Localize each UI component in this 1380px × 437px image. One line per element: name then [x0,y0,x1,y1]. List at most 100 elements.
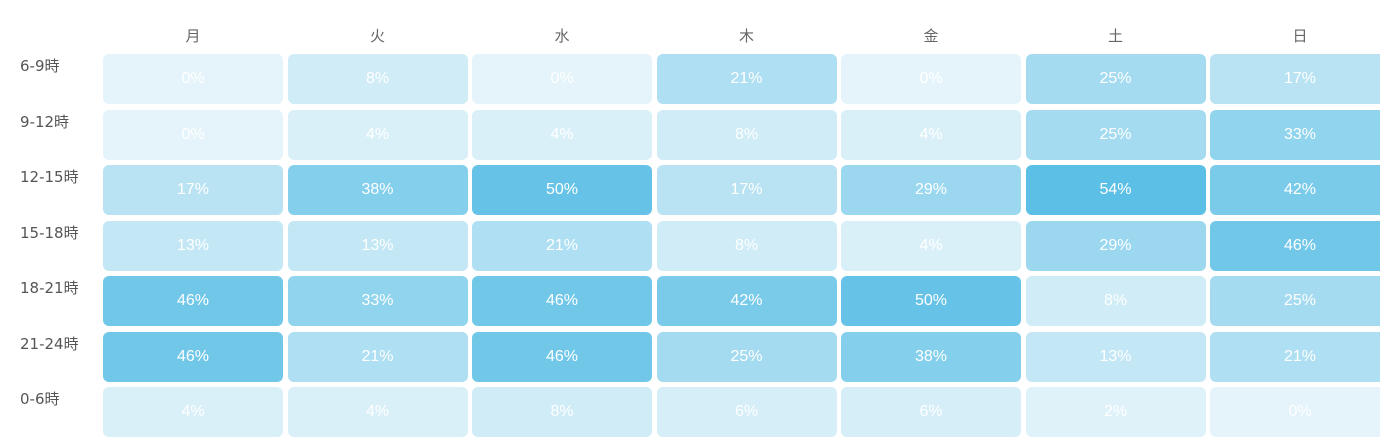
heatmap-cell: 13% [287,220,468,271]
cell-value-label: 21% [730,70,763,87]
heatmap-cell: 8% [656,109,837,160]
heatmap-cell: 4% [472,109,652,160]
heatmap-cell: 21% [656,54,837,104]
heatmap-cell: 17% [103,165,283,215]
heatmap-cell: 8% [1025,276,1206,326]
cell-value-label: 0% [181,125,205,143]
row-label: 15-18時 [20,223,79,242]
cell-value-label: 0% [919,70,943,87]
heatmap-cell: 42% [1210,165,1380,215]
cell-value-label: 0% [550,70,574,87]
heatmap-cell: 17% [1210,54,1380,104]
heatmap-cell: 4% [287,109,468,160]
column-label: 月 [185,27,201,45]
cell-value-label: 0% [181,70,205,87]
cell-value-label: 4% [365,125,390,143]
row-label: 0-6時 [20,390,60,408]
cell-value-label: 17% [730,181,763,198]
heatmap-cell: 0% [472,54,652,104]
cell-value-label: 4% [365,403,390,420]
cell-value-label: 6% [734,403,759,420]
heatmap-cell: 25% [1210,276,1380,326]
row-label: 18-21時 [20,279,79,297]
heatmap-cell: 13% [103,220,283,271]
cell-value-label: 46% [1283,236,1317,254]
column-label: 水 [554,27,570,45]
row-label: 12-15時 [20,168,79,186]
row-label: 9-12時 [20,112,70,131]
heatmap-cell: 21% [287,331,468,382]
cell-value-label: 2% [1103,403,1128,420]
cell-value-label: 13% [361,236,394,254]
heatmap-cell: 6% [656,387,837,437]
heatmap-cell: 2% [1025,387,1206,437]
heatmap-cell: 4% [841,109,1021,160]
heatmap-cell: 50% [472,165,652,215]
cell-value-label: 38% [361,181,394,198]
cell-value-label: 42% [1283,181,1317,198]
heatmap-cell: 33% [1210,109,1380,160]
heatmap-cell: 0% [103,54,283,104]
cell-value-label: 25% [1099,70,1132,87]
cell-value-label: 4% [919,236,943,254]
cell-value-label: 13% [176,236,210,254]
heatmap-cell: 29% [841,165,1021,215]
heatmap-cell: 38% [841,331,1021,382]
cell-value-label: 25% [1283,292,1317,309]
cell-value-label: 46% [176,292,210,309]
heatmap-cell: 42% [656,276,837,326]
cell-value-label: 17% [176,181,210,198]
cell-value-label: 4% [919,125,943,143]
heatmap-cell: 13% [1025,331,1206,382]
row-label: 21-24時 [20,334,79,353]
heatmap-cell: 50% [841,276,1021,326]
row-label: 6-9時 [20,57,60,75]
heatmap-cell: 29% [1025,220,1206,271]
heatmap-cell: 8% [287,54,468,104]
cell-value-label: 46% [545,292,579,309]
column-label: 金 [923,27,939,45]
heatmap-cell: 4% [841,220,1021,271]
column-label: 木 [738,27,754,45]
cell-value-label: 8% [1103,292,1128,309]
heatmap-cell: 46% [472,276,652,326]
heatmap-cell: 33% [287,276,468,326]
cell-value-label: 13% [1099,347,1132,365]
cell-value-label: 8% [550,403,574,420]
column-label: 土 [1107,27,1123,45]
heatmap-cell: 21% [1210,331,1380,382]
heatmap-cell: 54% [1025,165,1206,215]
heatmap-cell: 25% [656,331,837,382]
cell-value-label: 8% [365,70,390,87]
heatmap-cell: 4% [287,387,468,437]
heatmap-cell: 8% [656,220,837,271]
cell-value-label: 17% [1283,70,1317,87]
column-label: 日 [1292,27,1308,45]
cell-value-label: 33% [361,292,394,309]
cell-value-label: 33% [1283,125,1317,143]
cell-value-label: 21% [361,347,394,365]
cell-value-label: 8% [734,125,759,143]
cell-value-label: 46% [176,347,210,365]
heatmap-cell: 6% [841,387,1021,437]
cell-value-label: 25% [1099,125,1132,143]
heatmap-cell: 0% [103,109,283,160]
heatmap-cell: 38% [287,165,468,215]
cell-value-label: 42% [730,292,763,309]
heatmap-cell: 17% [656,165,837,215]
heatmap-cell: 4% [103,387,283,437]
heatmap-cell: 25% [1025,54,1206,104]
cell-value-label: 50% [914,292,948,309]
column-label: 火 [369,27,385,45]
cell-value-label: 29% [1099,236,1132,254]
heatmap-cell: 46% [472,331,652,382]
heatmap-cell: 25% [1025,109,1206,160]
cell-value-label: 4% [550,125,574,143]
cell-value-label: 25% [730,347,763,365]
cell-value-label: 38% [914,347,948,365]
heatmap-cell: 0% [841,54,1021,104]
heatmap-cell: 0% [1210,387,1380,437]
cell-value-label: 8% [734,236,759,254]
cell-value-label: 46% [545,347,579,365]
